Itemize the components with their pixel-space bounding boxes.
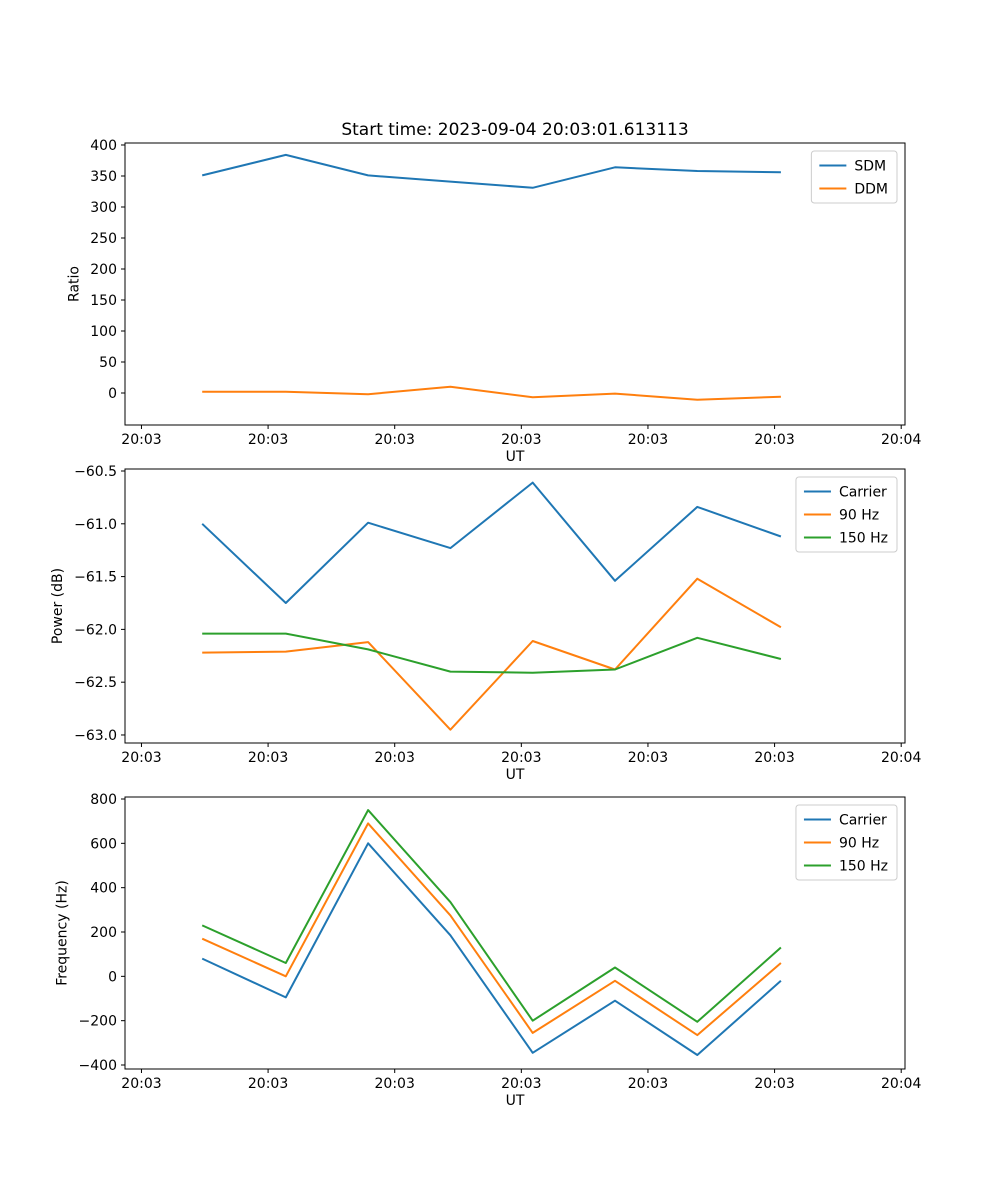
figure-title: Start time: 2023-09-04 20:03:01.613113: [341, 120, 689, 140]
power-plot-x-tick-label: 20:03: [121, 750, 161, 766]
ratio-plot-ylabel: Ratio: [66, 266, 82, 302]
power-plot-legend-label-90-hz: 90 Hz: [839, 508, 879, 524]
ratio-plot-series-line-sdm: [201, 153, 781, 189]
ratio-plot-xlabel: UT: [506, 449, 525, 465]
frequency-plot-x-tick-label: 20:03: [121, 1076, 161, 1092]
power-plot-x-tick-label: 20:04: [881, 750, 921, 766]
frequency-plot-x-tick-label: 20:03: [375, 1076, 415, 1092]
power-plot-legend-box: [795, 476, 898, 553]
frequency-plot-x-tick-label: 20:03: [628, 1076, 668, 1092]
power-plot-x-tick-label: 20:03: [628, 750, 668, 766]
ratio-plot-legend-box: [810, 150, 898, 204]
frequency-plot-x-tick-label: 20:03: [501, 1076, 541, 1092]
power-plot-x-tick-label: 20:03: [248, 750, 288, 766]
ratio-plot-x-tick-label: 20:03: [754, 432, 794, 448]
power-plot-legend-label-carrier: Carrier: [839, 485, 887, 501]
frequency-plot-y-tick-label: 800: [90, 792, 117, 808]
ratio-plot-x-tick-label: 20:03: [121, 432, 161, 448]
frequency-plot-legend-label-90-hz: 90 Hz: [839, 836, 879, 852]
frequency-plot-legend-box: [795, 804, 898, 881]
power-plot-series-line-90-hz: [202, 577, 782, 731]
frequency-plot-x-tick-label: 20:03: [248, 1076, 288, 1092]
frequency-plot-y-tick-label: 0: [108, 969, 117, 985]
power-plot-axes-frame: [124, 468, 906, 744]
ratio-plot-x-tick-label: 20:04: [881, 432, 921, 448]
ratio-plot-legend-label-ddm: DDM: [854, 182, 888, 198]
frequency-plot-xlabel: UT: [506, 1093, 525, 1109]
power-plot-series-line-150-hz: [202, 632, 782, 674]
ratio-plot-y-tick-label: 50: [99, 355, 117, 371]
ratio-plot-y-tick-label: 350: [90, 169, 117, 185]
frequency-plot-x-tick-label: 20:03: [754, 1076, 794, 1092]
frequency-plot-legend-label-carrier: Carrier: [839, 813, 887, 829]
ratio-plot-y-tick-label: 200: [90, 262, 117, 278]
power-plot-y-tick-label: −62.5: [74, 675, 117, 691]
frequency-plot-series-line-90-hz: [201, 822, 782, 1037]
frequency-plot-series-line-150-hz: [201, 809, 782, 1023]
ratio-plot-x-tick-label: 20:03: [375, 432, 415, 448]
ratio-plot-y-tick-label: 150: [90, 293, 117, 309]
ratio-plot-series-line-ddm: [202, 385, 781, 401]
power-plot-y-tick-label: −61.5: [74, 570, 117, 586]
ratio-plot-legend-label-sdm: SDM: [854, 159, 886, 175]
frequency-plot-ylabel: Frequency (Hz): [55, 880, 71, 986]
power-plot-ylabel: Power (dB): [50, 568, 66, 644]
power-plot-y-tick-label: −62.0: [74, 622, 117, 638]
power-plot-legend-label-150-hz: 150 Hz: [839, 531, 888, 547]
frequency-plot-series-line-carrier: [201, 842, 782, 1056]
power-plot-y-tick-label: −63.0: [74, 728, 117, 744]
ratio-plot-y-tick-label: 0: [108, 386, 117, 402]
frequency-plot-axes-frame: [124, 796, 906, 1070]
power-plot-x-tick-label: 20:03: [501, 750, 541, 766]
frequency-plot-x-tick-label: 20:04: [881, 1076, 921, 1092]
frequency-plot-y-tick-label: 600: [90, 836, 117, 852]
ratio-plot-y-tick-label: 100: [90, 324, 117, 340]
frequency-plot-y-tick-label: −400: [79, 1058, 117, 1074]
ratio-plot-x-tick-label: 20:03: [248, 432, 288, 448]
ratio-plot-y-tick-label: 250: [90, 231, 117, 247]
ratio-plot-y-tick-label: 300: [90, 200, 117, 216]
frequency-plot-y-tick-label: 200: [90, 925, 117, 941]
power-plot-y-tick-label: −60.5: [74, 464, 117, 480]
ratio-plot-axes-frame: [124, 142, 906, 426]
power-plot-x-tick-label: 20:03: [375, 750, 415, 766]
power-plot-series-line-carrier: [201, 481, 782, 604]
power-plot-xlabel: UT: [506, 767, 525, 783]
ratio-plot-x-tick-label: 20:03: [501, 432, 541, 448]
frequency-plot-y-tick-label: 400: [90, 881, 117, 897]
ratio-plot-y-tick-label: 400: [90, 138, 117, 154]
power-plot-y-tick-label: −61.0: [74, 517, 117, 533]
power-plot-x-tick-label: 20:03: [754, 750, 794, 766]
frequency-plot-y-tick-label: −200: [79, 1014, 117, 1030]
ratio-plot-x-tick-label: 20:03: [628, 432, 668, 448]
frequency-plot-legend-label-150-hz: 150 Hz: [839, 859, 888, 875]
